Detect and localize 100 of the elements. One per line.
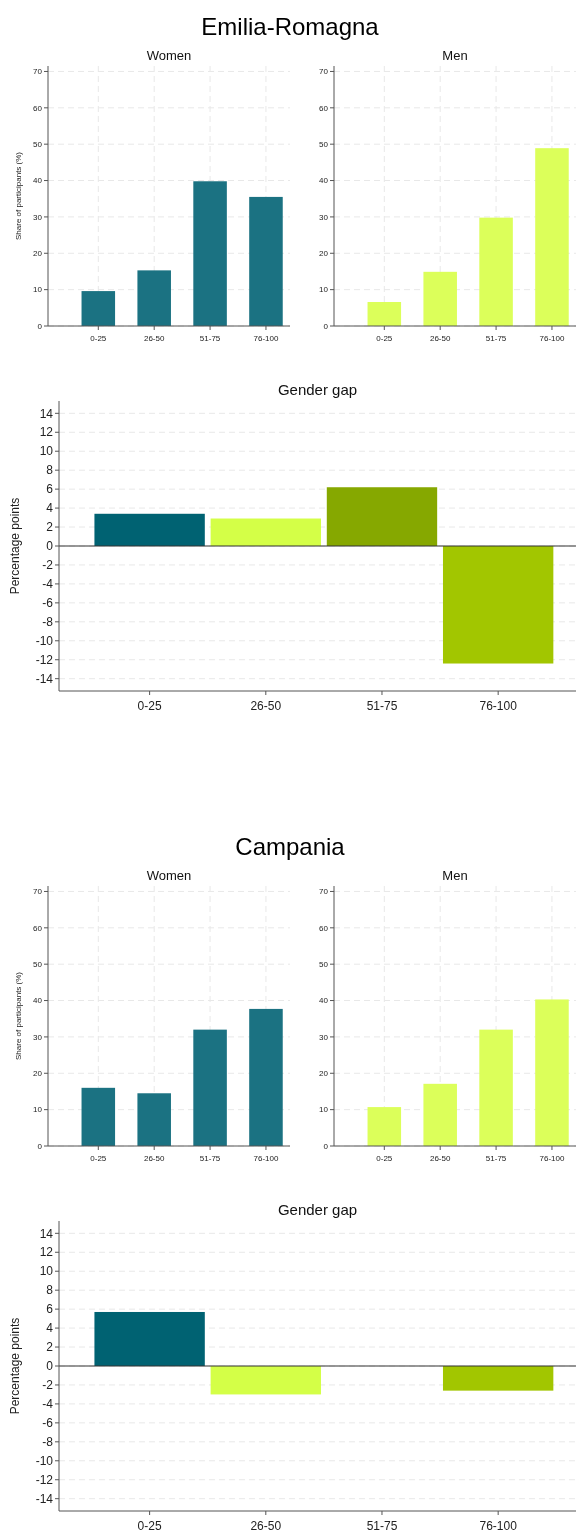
- y-tick-label: 60: [319, 103, 329, 113]
- y-axis-title: Percentage points: [8, 497, 22, 595]
- text: Campania: [235, 833, 346, 860]
- y-tick-label: 60: [33, 103, 43, 113]
- chart-title: Gender gap: [277, 381, 358, 398]
- y-tick-label: 4: [46, 501, 54, 516]
- bar: [367, 302, 402, 326]
- y-tick-label: -2: [42, 1378, 54, 1393]
- y-tick-label: 50: [319, 139, 329, 149]
- y-tick-label: 2: [46, 1340, 54, 1355]
- x-tick-label: 26-50: [429, 1154, 451, 1163]
- bar: [137, 1093, 171, 1146]
- y-axis-title: Share of participants (%): [14, 971, 23, 1061]
- y-tick-label: 10: [33, 285, 43, 295]
- y-tick-label: 20: [33, 1069, 43, 1079]
- y-tick-label: 30: [33, 1032, 43, 1042]
- y-tick-label: 50: [33, 139, 43, 149]
- x-tick-label: 26-50: [250, 699, 282, 713]
- bar: [442, 546, 554, 664]
- y-tick-label: -4: [42, 1397, 54, 1412]
- y-axis-title: Share of participants (%): [14, 151, 23, 241]
- x-tick-label: 51-75: [485, 334, 507, 343]
- y-tick-label: 20: [319, 249, 329, 259]
- bar: [193, 1029, 227, 1146]
- y-tick-label: -14: [35, 671, 54, 686]
- bar: [94, 513, 205, 546]
- bar: [423, 1083, 457, 1146]
- x-tick-label: 76-100: [479, 699, 518, 713]
- y-axis-title: Percentage points: [8, 1317, 22, 1415]
- bar: [367, 1107, 402, 1146]
- y-tick-label: 70: [33, 887, 43, 897]
- y-tick-label: 0: [37, 321, 43, 331]
- y-tick-label: 0: [46, 539, 54, 554]
- bar: [193, 181, 227, 326]
- y-tick-label: -10: [35, 1453, 54, 1468]
- y-tick-label: 10: [319, 1105, 329, 1115]
- y-tick-label: 12: [39, 425, 54, 440]
- bar: [137, 270, 171, 326]
- bar: [249, 196, 283, 326]
- y-tick-label: -8: [42, 1435, 54, 1450]
- y-tick-label: -2: [42, 558, 54, 573]
- y-tick-label: 70: [319, 887, 329, 897]
- y-tick-label: -6: [42, 1416, 54, 1431]
- x-tick-label: 51-75: [199, 1154, 221, 1163]
- x-tick-label: 0-25: [376, 1154, 393, 1163]
- y-tick-label: -4: [42, 577, 54, 592]
- x-tick-label: 26-50: [143, 1154, 165, 1163]
- y-tick-label: 0: [46, 1359, 54, 1374]
- chart-title: Men: [442, 868, 468, 883]
- x-tick-label: 51-75: [366, 699, 398, 713]
- y-tick-label: 0: [323, 1141, 329, 1151]
- x-tick-label: 51-75: [366, 1519, 398, 1531]
- bar: [210, 518, 321, 546]
- y-tick-label: 6: [46, 1302, 54, 1317]
- y-tick-label: 8: [46, 1283, 54, 1298]
- x-tick-label: 51-75: [485, 1154, 507, 1163]
- chart-title: Women: [146, 868, 192, 883]
- chart-title: Gender gap: [277, 1201, 358, 1218]
- y-tick-label: -8: [42, 615, 54, 630]
- bar: [535, 148, 569, 326]
- y-tick-label: 14: [39, 406, 54, 421]
- y-tick-label: 20: [33, 249, 43, 259]
- x-tick-label: 0-25: [376, 334, 393, 343]
- x-tick-label: 0-25: [137, 699, 162, 713]
- y-tick-label: 14: [39, 1226, 54, 1241]
- y-tick-label: -14: [35, 1491, 54, 1506]
- y-tick-label: -10: [35, 633, 54, 648]
- y-tick-label: -6: [42, 596, 54, 611]
- x-tick-label: 76-100: [253, 1154, 279, 1163]
- y-tick-label: 30: [319, 1032, 329, 1042]
- y-tick-label: 2: [46, 520, 54, 535]
- y-tick-label: -12: [35, 652, 54, 667]
- x-tick-label: 0-25: [90, 334, 107, 343]
- y-tick-label: 30: [33, 212, 43, 222]
- y-tick-label: 50: [33, 959, 43, 969]
- y-tick-label: 40: [33, 176, 43, 186]
- y-tick-label: 70: [33, 67, 43, 77]
- bar: [535, 999, 569, 1146]
- x-tick-label: 26-50: [143, 334, 165, 343]
- bar: [81, 1087, 116, 1146]
- y-tick-label: 10: [39, 1264, 54, 1279]
- bar: [479, 1029, 513, 1146]
- bar: [326, 487, 438, 546]
- chart-title: Women: [146, 48, 192, 63]
- bar: [249, 1008, 283, 1146]
- y-tick-label: 6: [46, 482, 54, 497]
- y-tick-label: 12: [39, 1245, 54, 1260]
- y-tick-label: 60: [33, 923, 43, 933]
- bar: [423, 271, 457, 326]
- chart-title: Men: [442, 48, 468, 63]
- y-tick-label: 10: [319, 285, 329, 295]
- y-tick-label: 30: [319, 212, 329, 222]
- y-tick-label: 40: [33, 996, 43, 1006]
- y-tick-label: 20: [319, 1069, 329, 1079]
- x-tick-label: 0-25: [90, 1154, 107, 1163]
- y-tick-label: 70: [319, 67, 329, 77]
- y-tick-label: 40: [319, 996, 329, 1006]
- y-tick-label: 60: [319, 923, 329, 933]
- y-tick-label: 40: [319, 176, 329, 186]
- y-tick-label: 0: [37, 1141, 43, 1151]
